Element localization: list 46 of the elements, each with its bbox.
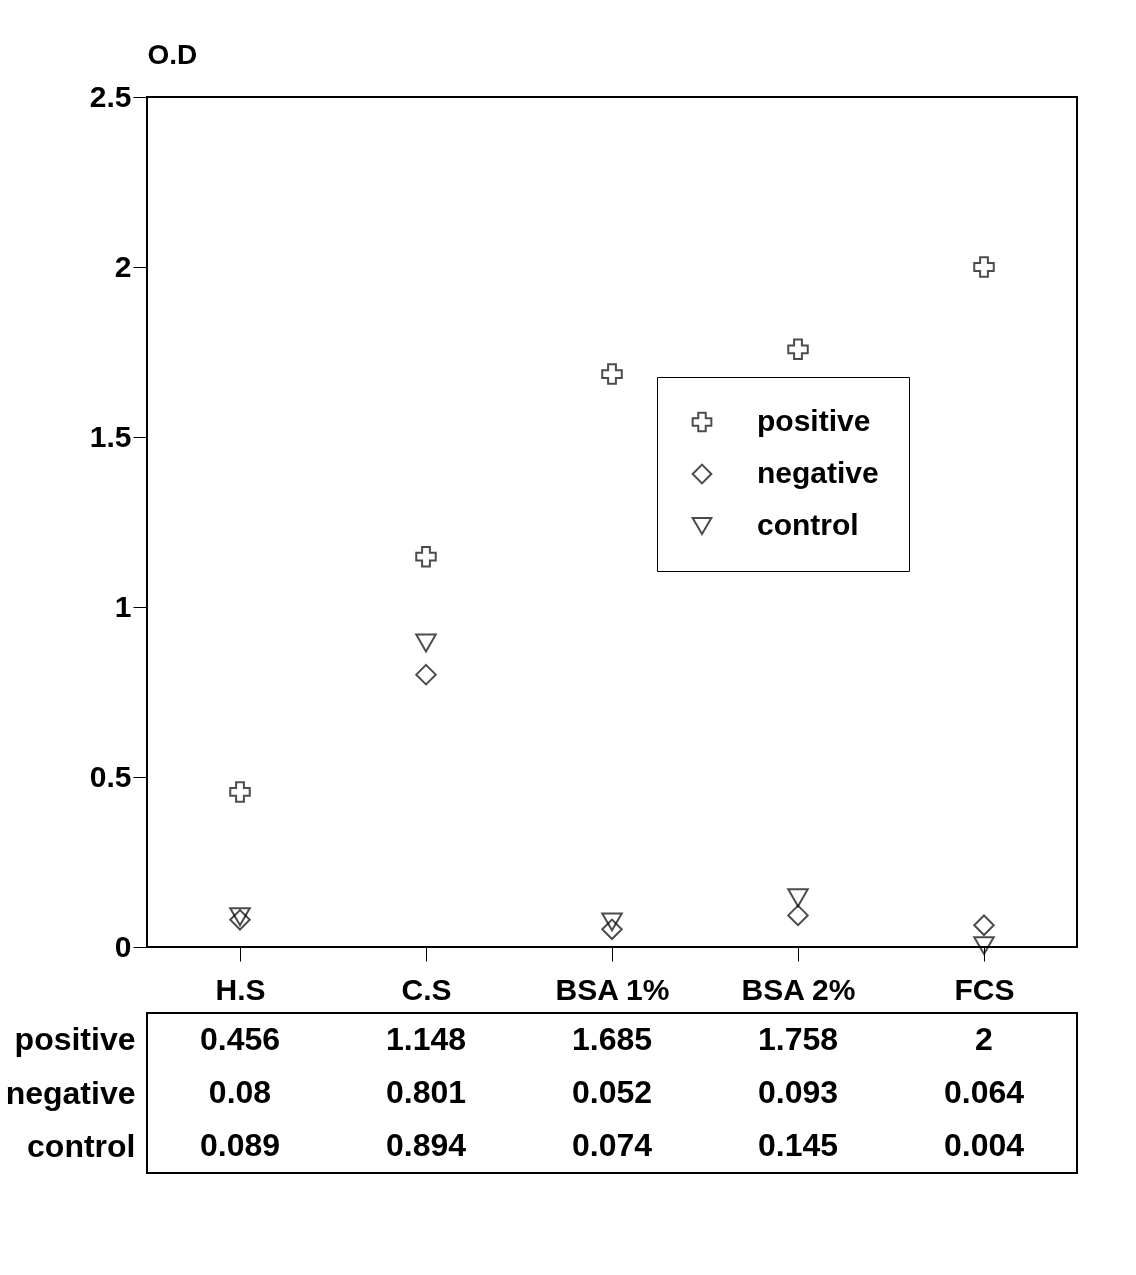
text: negative [5, 1074, 136, 1111]
legend-label: positive [757, 404, 871, 437]
data-label: 0.894 [385, 1127, 467, 1164]
text: control [27, 1127, 136, 1164]
point [787, 904, 809, 927]
data-label: 0.801 [385, 1074, 467, 1110]
data-label: 0.456 [199, 1020, 281, 1057]
y-tick-label: 1.5 [89, 419, 132, 453]
point [415, 545, 437, 568]
point [787, 888, 809, 908]
legend-label: negative [757, 456, 879, 489]
data-label: 0.089 [199, 1127, 281, 1164]
text: positive [14, 1021, 136, 1058]
x-tick-label: BSA 1% [555, 972, 670, 1006]
y-tick-label: 0.5 [89, 759, 132, 793]
data-label: 0.08 [208, 1074, 272, 1110]
point [787, 338, 809, 361]
x-tick-label: C.S [401, 972, 452, 1006]
y-tick-label: 2.5 [89, 79, 132, 113]
x-tick-label: BSA 2% [741, 972, 856, 1006]
point [973, 256, 995, 278]
data-label: 1.148 [385, 1020, 467, 1057]
point [601, 363, 623, 385]
y-tick-label: 2 [114, 249, 132, 283]
point [229, 781, 251, 803]
x-tick-label: FCS [954, 972, 1015, 1006]
point [601, 918, 623, 941]
data-label: 0.004 [943, 1127, 1025, 1164]
point [415, 633, 437, 653]
x-tick-label: H.S [215, 972, 266, 1006]
data-label: 1.758 [757, 1020, 839, 1057]
point [973, 936, 995, 956]
data-label: 0.145 [757, 1127, 839, 1164]
data-label: 1.685 [571, 1020, 653, 1057]
point [973, 914, 995, 936]
y-axis-title: O.D [147, 38, 198, 70]
data-label: 0.074 [571, 1127, 653, 1164]
y-tick-label: 1 [114, 589, 132, 623]
data-label: 0.093 [757, 1074, 839, 1110]
y-tick-label: 0 [114, 929, 132, 963]
point [415, 663, 437, 686]
legend-label: control [757, 508, 859, 541]
data-label: 2 [975, 1020, 993, 1057]
data-label: 0.064 [943, 1074, 1025, 1110]
point [601, 912, 623, 932]
data-label: 0.052 [571, 1074, 653, 1110]
